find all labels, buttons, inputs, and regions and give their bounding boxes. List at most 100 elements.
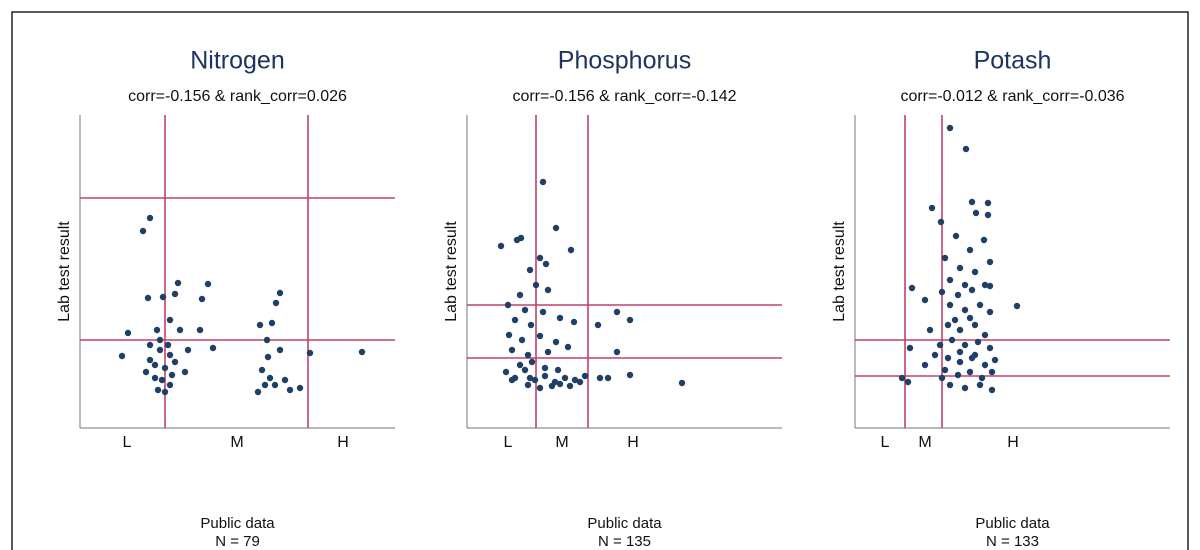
point [272, 299, 280, 307]
point [168, 371, 176, 379]
point [505, 331, 513, 339]
point [527, 321, 535, 329]
point [531, 376, 539, 384]
point [986, 308, 994, 316]
point [521, 366, 529, 374]
sample-size: N = 135 [598, 533, 651, 550]
point [124, 329, 132, 337]
point [974, 338, 982, 346]
point [908, 284, 916, 292]
point [281, 376, 289, 384]
x-tick-label: H [337, 434, 349, 451]
point [276, 346, 284, 354]
point [991, 356, 999, 364]
point [566, 382, 574, 390]
point [954, 291, 962, 299]
point [158, 376, 166, 384]
panel-title: Phosphorus [558, 47, 691, 75]
point [171, 358, 179, 366]
point [258, 366, 266, 374]
point [176, 326, 184, 334]
x-tick-label: M [555, 434, 568, 451]
point [971, 351, 979, 359]
point [524, 351, 532, 359]
point [516, 361, 524, 369]
point [988, 368, 996, 376]
point [981, 281, 989, 289]
point [678, 379, 686, 387]
point [516, 291, 524, 299]
point [961, 281, 969, 289]
point [556, 380, 564, 388]
point [544, 348, 552, 356]
point [174, 279, 182, 287]
point [164, 341, 172, 349]
point [306, 349, 314, 357]
point [954, 371, 962, 379]
point [541, 372, 549, 380]
point [956, 264, 964, 272]
point [541, 364, 549, 372]
point [986, 344, 994, 352]
point [570, 318, 578, 326]
point [948, 336, 956, 344]
point [524, 381, 532, 389]
point [921, 296, 929, 304]
panel-subtitle: corr=-0.156 & rank_corr=-0.142 [512, 88, 736, 105]
point [936, 341, 944, 349]
point [564, 343, 572, 351]
point [956, 326, 964, 334]
point [984, 211, 992, 219]
point [552, 224, 560, 232]
point [497, 242, 505, 250]
point [968, 286, 976, 294]
point [151, 361, 159, 369]
point [539, 178, 547, 186]
point [966, 246, 974, 254]
x-tick-label: M [230, 434, 243, 451]
point [941, 254, 949, 262]
point [971, 321, 979, 329]
point [532, 281, 540, 289]
point [184, 346, 192, 354]
point [938, 288, 946, 296]
point [976, 301, 984, 309]
point [567, 246, 575, 254]
x-tick-label: H [627, 434, 639, 451]
point [156, 336, 164, 344]
point [166, 351, 174, 359]
point [946, 301, 954, 309]
point [966, 368, 974, 376]
point [544, 286, 552, 294]
point [154, 386, 162, 394]
point [986, 258, 994, 266]
point [972, 209, 980, 217]
point [156, 346, 164, 354]
point [504, 301, 512, 309]
point [276, 289, 284, 297]
point [988, 386, 996, 394]
point [146, 341, 154, 349]
point [271, 381, 279, 389]
point [181, 368, 189, 376]
point [151, 374, 159, 382]
point [296, 384, 304, 392]
point [971, 268, 979, 276]
point [951, 316, 959, 324]
x-axis-label: Public data [587, 515, 662, 532]
point [144, 294, 152, 302]
point [941, 366, 949, 374]
panel-subtitle: corr=-0.012 & rank_corr=-0.036 [900, 88, 1124, 105]
point [944, 354, 952, 362]
point [171, 290, 179, 298]
point [978, 374, 986, 382]
point [539, 308, 547, 316]
point [161, 388, 169, 396]
point [976, 381, 984, 389]
point [956, 358, 964, 366]
point [962, 145, 970, 153]
point [536, 254, 544, 262]
point [938, 374, 946, 382]
point [286, 386, 294, 394]
